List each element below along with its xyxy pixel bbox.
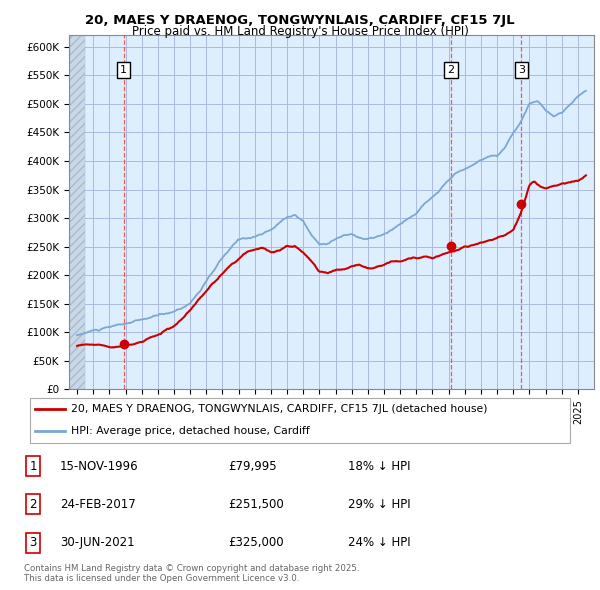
Text: 18% ↓ HPI: 18% ↓ HPI [348,460,410,473]
FancyBboxPatch shape [29,398,571,443]
Bar [69,35,85,389]
Text: 2: 2 [448,65,455,75]
Text: £325,000: £325,000 [228,536,284,549]
Text: 30-JUN-2021: 30-JUN-2021 [60,536,134,549]
Text: 24-FEB-2017: 24-FEB-2017 [60,498,136,511]
Text: 1: 1 [120,65,127,75]
Text: 3: 3 [29,536,37,549]
Text: HPI: Average price, detached house, Cardiff: HPI: Average price, detached house, Card… [71,427,310,437]
Text: 15-NOV-1996: 15-NOV-1996 [60,460,139,473]
Text: 3: 3 [518,65,525,75]
Text: 20, MAES Y DRAENOG, TONGWYNLAIS, CARDIFF, CF15 7JL (detached house): 20, MAES Y DRAENOG, TONGWYNLAIS, CARDIFF… [71,404,487,414]
Text: 29% ↓ HPI: 29% ↓ HPI [348,498,410,511]
Text: £79,995: £79,995 [228,460,277,473]
Text: 24% ↓ HPI: 24% ↓ HPI [348,536,410,549]
Text: 20, MAES Y DRAENOG, TONGWYNLAIS, CARDIFF, CF15 7JL: 20, MAES Y DRAENOG, TONGWYNLAIS, CARDIFF… [85,14,515,27]
Text: £251,500: £251,500 [228,498,284,511]
Text: 1: 1 [29,460,37,473]
Text: 2: 2 [29,498,37,511]
Text: Contains HM Land Registry data © Crown copyright and database right 2025.
This d: Contains HM Land Registry data © Crown c… [24,563,359,583]
Text: Price paid vs. HM Land Registry's House Price Index (HPI): Price paid vs. HM Land Registry's House … [131,25,469,38]
